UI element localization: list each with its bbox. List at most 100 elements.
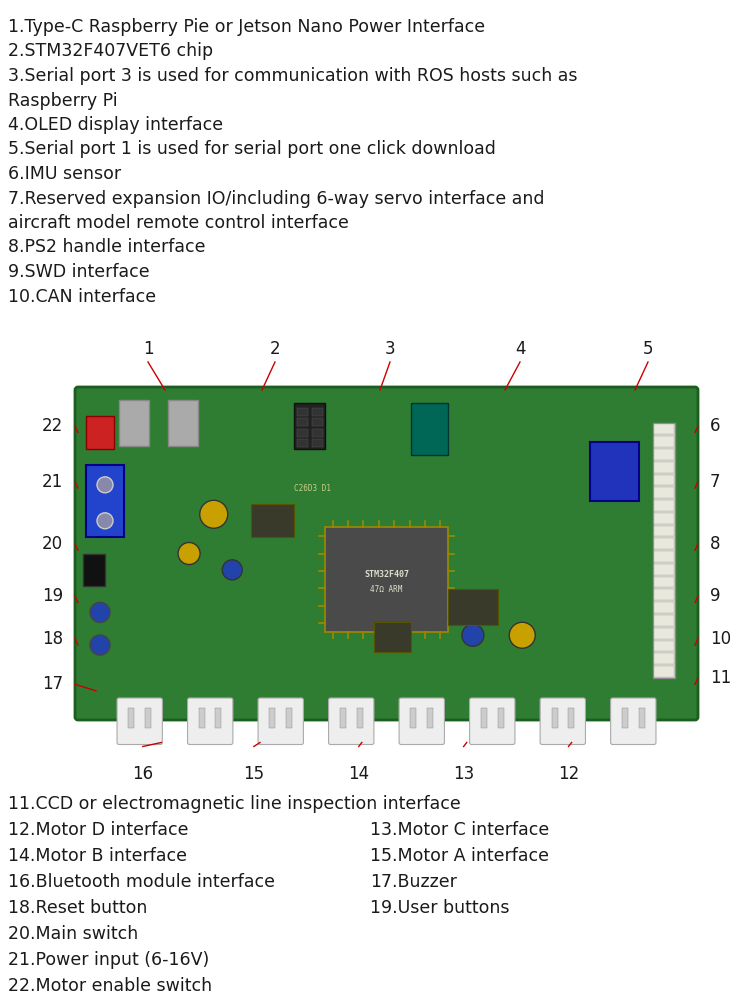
Text: 6.IMU sensor: 6.IMU sensor (8, 165, 122, 183)
Text: 20: 20 (42, 535, 63, 553)
Bar (622, 708, 628, 728)
Bar (654, 564, 674, 575)
Bar (654, 487, 674, 498)
Bar (654, 589, 674, 600)
Bar (568, 708, 574, 728)
Text: 5.Serial port 1 is used for serial port one click download: 5.Serial port 1 is used for serial port … (8, 140, 496, 158)
Text: 18: 18 (42, 630, 63, 648)
Text: 2: 2 (270, 340, 280, 358)
Text: 8: 8 (710, 535, 721, 553)
Text: 22: 22 (42, 417, 63, 435)
Bar (653, 423, 675, 678)
Bar (297, 418, 308, 426)
Bar (411, 403, 448, 455)
Text: 1: 1 (142, 340, 153, 358)
FancyBboxPatch shape (117, 698, 162, 745)
Bar (481, 708, 487, 728)
Bar (86, 465, 124, 537)
Bar (654, 475, 674, 485)
Text: 14: 14 (348, 765, 369, 783)
Circle shape (462, 624, 484, 646)
Text: 4: 4 (514, 340, 525, 358)
Text: 15: 15 (243, 765, 265, 783)
Bar (497, 708, 503, 728)
Bar (448, 589, 497, 625)
Bar (297, 439, 308, 447)
Bar (654, 666, 674, 677)
Circle shape (200, 500, 228, 528)
Text: STM32F407: STM32F407 (364, 570, 409, 579)
Text: 10: 10 (710, 630, 731, 648)
Bar (654, 615, 674, 626)
Text: 20.Main switch: 20.Main switch (8, 925, 138, 943)
Circle shape (97, 477, 113, 493)
Bar (654, 449, 674, 460)
Bar (312, 439, 323, 447)
Circle shape (178, 542, 200, 564)
Circle shape (90, 635, 110, 655)
Text: aircraft model remote control interface: aircraft model remote control interface (8, 214, 349, 232)
Bar (654, 424, 674, 434)
Text: 10.CAN interface: 10.CAN interface (8, 288, 156, 306)
FancyBboxPatch shape (610, 698, 656, 745)
Bar (654, 628, 674, 639)
Bar (638, 708, 644, 728)
Text: 6: 6 (710, 417, 721, 435)
Text: 19.User buttons: 19.User buttons (370, 899, 509, 917)
Text: 17.Buzzer: 17.Buzzer (370, 873, 457, 891)
FancyBboxPatch shape (470, 698, 515, 745)
Text: 7: 7 (710, 473, 721, 491)
Bar (356, 708, 362, 728)
Text: 3: 3 (385, 340, 395, 358)
Text: 2.STM32F407VET6 chip: 2.STM32F407VET6 chip (8, 42, 213, 60)
Text: 12.Motor D interface: 12.Motor D interface (8, 821, 188, 839)
FancyBboxPatch shape (258, 698, 304, 745)
Text: 47Ω ARM: 47Ω ARM (370, 585, 403, 594)
Bar (312, 418, 323, 426)
Circle shape (97, 513, 113, 529)
Bar (325, 527, 448, 632)
Bar (297, 429, 308, 437)
Bar (86, 416, 114, 449)
Bar (654, 577, 674, 587)
Circle shape (222, 560, 242, 580)
Bar (590, 442, 640, 501)
Bar (427, 708, 433, 728)
Bar (654, 500, 674, 511)
FancyBboxPatch shape (188, 698, 233, 745)
FancyBboxPatch shape (540, 698, 586, 745)
Bar (294, 403, 325, 449)
Circle shape (509, 622, 536, 648)
Bar (410, 708, 416, 728)
Text: 4.OLED display interface: 4.OLED display interface (8, 116, 223, 134)
Bar (654, 526, 674, 536)
Bar (654, 462, 674, 473)
Bar (199, 708, 205, 728)
Bar (654, 602, 674, 613)
Bar (215, 708, 221, 728)
Bar (654, 538, 674, 549)
Text: Raspberry Pi: Raspberry Pi (8, 92, 118, 109)
Text: 15.Motor A interface: 15.Motor A interface (370, 847, 549, 865)
Bar (654, 513, 674, 524)
Bar (168, 400, 198, 446)
Bar (654, 641, 674, 651)
Text: 14.Motor B interface: 14.Motor B interface (8, 847, 187, 865)
Bar (128, 708, 134, 728)
Bar (374, 622, 411, 652)
Text: 16.Bluetooth module interface: 16.Bluetooth module interface (8, 873, 275, 891)
Bar (654, 436, 674, 447)
Bar (145, 708, 151, 728)
Text: 21: 21 (42, 473, 63, 491)
Text: 22.Motor enable switch: 22.Motor enable switch (8, 977, 212, 995)
Bar (654, 653, 674, 664)
Text: 17: 17 (42, 675, 63, 693)
Bar (654, 551, 674, 562)
Bar (286, 708, 292, 728)
Text: 8.PS2 handle interface: 8.PS2 handle interface (8, 238, 206, 256)
Text: 21.Power input (6-16V): 21.Power input (6-16V) (8, 951, 209, 969)
Text: 5: 5 (643, 340, 653, 358)
Text: 9.SWD interface: 9.SWD interface (8, 263, 149, 281)
FancyBboxPatch shape (328, 698, 374, 745)
Bar (297, 408, 308, 416)
